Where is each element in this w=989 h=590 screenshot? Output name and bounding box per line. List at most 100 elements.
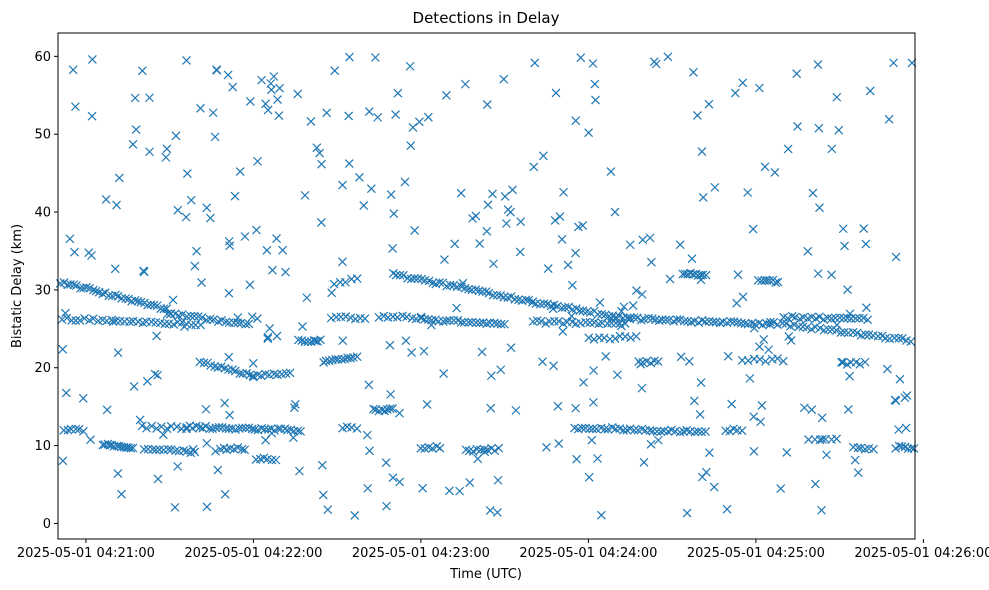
data-point <box>764 345 774 355</box>
data-point <box>579 377 588 387</box>
data-point <box>142 376 152 386</box>
data-point <box>794 322 804 332</box>
data-point <box>360 314 370 324</box>
data-point <box>435 443 445 453</box>
data-point <box>418 483 428 493</box>
data-point <box>482 100 492 109</box>
y-axis-ticks: 0 10 20 30 40 50 60 <box>34 50 58 532</box>
data-point <box>808 188 818 198</box>
data-point <box>743 188 753 197</box>
data-point <box>765 276 775 285</box>
data-point <box>248 372 258 382</box>
data-point <box>225 241 235 251</box>
data-point <box>276 424 286 434</box>
data-point <box>511 405 521 415</box>
data-point <box>80 314 89 323</box>
data-point <box>281 267 290 277</box>
data-point <box>247 312 257 322</box>
data-point <box>636 359 646 369</box>
data-point <box>813 60 823 69</box>
data-point <box>170 502 180 512</box>
data-point <box>653 435 663 445</box>
data-point <box>906 337 916 347</box>
data-point <box>263 334 273 344</box>
data-point <box>770 167 780 177</box>
data-point <box>244 319 254 329</box>
data-point <box>657 315 667 324</box>
data-point <box>213 363 223 373</box>
data-point <box>696 275 706 285</box>
data-point <box>382 501 391 511</box>
data-point <box>456 188 466 198</box>
data-point <box>261 435 270 445</box>
data-point <box>701 427 711 436</box>
data-point <box>179 322 189 332</box>
data-point <box>156 422 166 432</box>
data-point <box>445 316 454 325</box>
data-point <box>783 144 793 154</box>
data-point <box>693 426 703 436</box>
data-point <box>840 241 849 251</box>
data-point <box>179 445 189 455</box>
data-point <box>235 369 245 378</box>
data-point <box>810 479 820 489</box>
data-point <box>479 444 489 454</box>
data-point <box>587 435 597 445</box>
data-point <box>456 317 466 327</box>
data-point <box>489 259 498 269</box>
data-point <box>769 317 779 327</box>
data-point <box>388 473 398 483</box>
data-point <box>690 427 700 437</box>
data-point <box>656 427 666 436</box>
data-point <box>649 57 659 67</box>
data-point <box>558 327 568 336</box>
data-point <box>617 306 626 316</box>
data-point <box>441 316 451 326</box>
data-point <box>483 200 493 210</box>
data-point <box>554 439 564 448</box>
data-point <box>70 102 80 112</box>
data-point <box>722 504 732 514</box>
data-point <box>171 131 181 141</box>
data-point <box>782 448 792 457</box>
data-point <box>347 423 357 432</box>
data-point <box>575 306 585 316</box>
data-point <box>98 289 108 299</box>
data-point <box>460 79 470 89</box>
data-point <box>114 173 124 183</box>
data-point <box>69 280 79 290</box>
data-point <box>619 425 628 435</box>
data-point <box>486 403 496 413</box>
data-point <box>159 304 169 314</box>
data-point <box>364 380 374 390</box>
data-point <box>749 412 759 422</box>
data-point <box>382 405 392 414</box>
y-tick-label: 10 <box>34 439 51 454</box>
data-point <box>444 486 454 496</box>
data-point <box>223 70 233 80</box>
data-point <box>554 316 564 326</box>
data-point <box>704 448 714 458</box>
data-point <box>315 148 325 158</box>
data-point <box>143 300 152 310</box>
data-point <box>337 355 347 364</box>
x-tick-label: 2025-05-01 04:25:00 <box>687 546 825 561</box>
data-point <box>548 304 558 314</box>
data-point <box>139 444 149 454</box>
data-point <box>737 426 747 436</box>
data-point <box>186 195 196 205</box>
data-point <box>708 317 718 327</box>
data-point <box>101 195 111 204</box>
data-point <box>311 336 321 346</box>
data-point <box>130 93 140 103</box>
data-point <box>493 475 503 485</box>
data-point <box>700 317 710 327</box>
data-point <box>827 144 837 154</box>
data-point <box>790 312 800 322</box>
data-point <box>253 370 263 380</box>
data-point <box>484 288 494 298</box>
data-point <box>749 446 759 456</box>
data-point <box>271 455 281 465</box>
data-point <box>786 336 796 345</box>
data-point <box>686 317 696 327</box>
